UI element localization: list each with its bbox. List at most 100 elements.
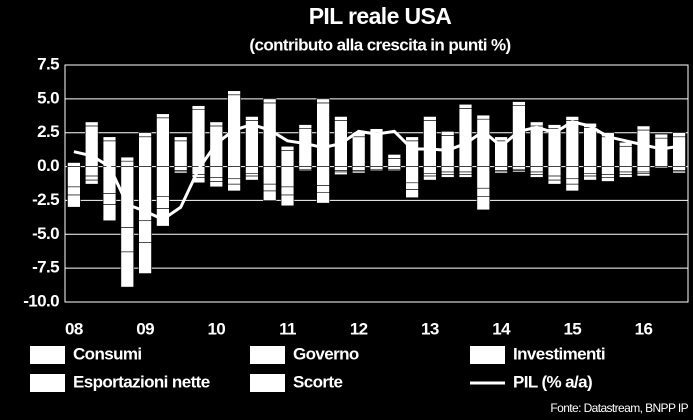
x-tick-label: 13 (421, 319, 439, 338)
bar-segment (547, 166, 562, 177)
bar-segment (173, 140, 188, 167)
bar-segment (67, 186, 81, 196)
y-tick-label: -7.5 (32, 258, 59, 277)
bar-segment (102, 166, 117, 194)
bar-segment (458, 171, 473, 175)
legend-label: Scorte (293, 372, 342, 391)
bar-segment (458, 174, 473, 178)
bar-segment (405, 189, 419, 199)
bar-segment (120, 227, 135, 253)
bar-segment (636, 125, 651, 131)
bar-segment (672, 136, 686, 167)
bar-segment (173, 136, 188, 142)
bar-segment (191, 105, 206, 110)
bar-segment (654, 166, 669, 169)
bar-segment (120, 251, 135, 288)
legend-swatch (30, 346, 65, 364)
bar-segment (405, 166, 419, 184)
bar-segment (547, 175, 562, 181)
bar-segment (476, 114, 491, 120)
bar-segment (476, 118, 491, 167)
bar-segment (440, 171, 455, 175)
bar-segment (120, 160, 135, 167)
bar-segment (245, 116, 259, 121)
bar-segment (583, 166, 597, 174)
bar-segment (227, 178, 241, 185)
bar-segment (405, 136, 419, 142)
bar-segment (262, 98, 277, 104)
bar-segment (280, 186, 295, 196)
bar-segment (440, 174, 455, 178)
x-tick-label: 15 (563, 319, 581, 338)
bar-segment (262, 166, 277, 185)
bar-segment (583, 173, 597, 177)
bar-segment (512, 101, 526, 106)
x-tick-label: 14 (492, 319, 511, 338)
bar-segment (102, 136, 117, 142)
bar-segment (369, 166, 384, 170)
bar-segment (636, 173, 651, 177)
bar-segment (387, 168, 402, 171)
legend-swatch (30, 374, 65, 392)
bar-segment (583, 175, 597, 181)
bar-segment (672, 171, 686, 174)
legend-label: Consumi (73, 344, 142, 363)
bar-segment (262, 190, 277, 201)
bar-segment (84, 125, 99, 167)
bar-segment (476, 196, 491, 211)
bar-segment (423, 120, 437, 167)
bar-segment (369, 168, 384, 171)
bar-segment (494, 136, 508, 142)
bar-segment (316, 98, 330, 104)
bar-segment (280, 145, 295, 151)
bar-segment (280, 194, 295, 207)
bar-segment (458, 166, 473, 173)
y-tick-label: -2.5 (32, 190, 59, 209)
bar-segment (387, 166, 402, 170)
bar-segment (209, 121, 224, 127)
bar-segment (440, 131, 455, 136)
bar-segment (298, 128, 313, 167)
bar-segment (138, 220, 152, 243)
bar-segment (423, 166, 437, 174)
bar-segment (245, 166, 259, 174)
bar-segment (227, 183, 241, 192)
bar-segment (565, 178, 580, 185)
bar-segment (654, 137, 669, 167)
bar-segment (583, 126, 597, 167)
bar-segment (494, 171, 508, 174)
bar-segment (529, 166, 544, 173)
bar-segment (351, 171, 366, 174)
bar-segment (84, 166, 99, 177)
y-tick-label: 2.5 (37, 122, 59, 141)
bar-segment (227, 90, 241, 96)
bar-segment (67, 162, 81, 167)
bar-segment (280, 150, 295, 167)
bar-segment (547, 124, 562, 129)
bar-segment (529, 125, 544, 167)
source: Fonte: Datastream, BNPP IP (550, 401, 688, 415)
bar-segment (458, 108, 473, 167)
bar-segment (138, 132, 152, 138)
bar-segment (601, 166, 615, 175)
bar-segment (227, 166, 241, 180)
x-tick-label: 11 (279, 319, 296, 338)
x-tick-label: 16 (635, 319, 653, 338)
bar-segment (209, 181, 224, 188)
legend-label: Esportazioni nette (73, 372, 210, 391)
bar-segment (458, 103, 473, 109)
bar-segment (334, 166, 348, 171)
bar-segment (209, 125, 224, 167)
bar-segment (156, 166, 170, 197)
bar-segment (601, 136, 615, 167)
bar-segment (245, 175, 259, 181)
bar-segment (601, 177, 615, 182)
bar-segment (209, 177, 224, 182)
bar-segment (209, 166, 224, 178)
bar-segment (547, 128, 562, 167)
bar-segment (618, 145, 633, 167)
bar-segment (351, 166, 366, 171)
bar-segment (334, 171, 348, 175)
y-tick-label: -5.0 (32, 224, 59, 243)
x-tick-label: 09 (136, 319, 154, 338)
